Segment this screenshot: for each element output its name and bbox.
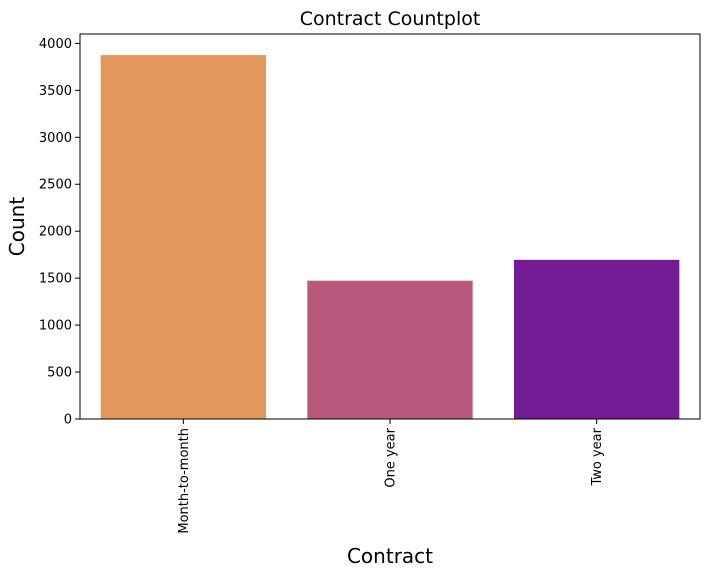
y-tick-label: 1000 [39, 319, 72, 334]
bar-two-year [514, 259, 680, 419]
y-tick-label: 3000 [39, 131, 72, 146]
bar-one-year [307, 280, 473, 419]
plot-frame [79, 33, 701, 420]
chart-title: Contract Countplot [300, 8, 481, 30]
y-tick-label: 2000 [39, 225, 72, 240]
y-tick-label: 4000 [39, 37, 72, 52]
x-axis-label: Contract [347, 544, 433, 568]
y-tick-label: 2500 [39, 178, 72, 193]
y-tick-label: 500 [47, 366, 72, 381]
x-tick-label: One year [384, 427, 399, 487]
y-axis-label: Count [5, 197, 29, 257]
x-axis-ticks: Month-to-month One year Two year [177, 419, 605, 534]
y-tick-label: 3500 [39, 84, 72, 99]
y-axis-ticks: 0 500 1000 1500 2000 2500 3000 3500 4000 [39, 37, 80, 428]
bar-month-to-month [100, 55, 267, 419]
x-tick-label: Two year [590, 427, 605, 486]
y-tick-label: 1500 [39, 272, 72, 287]
bars-group [100, 55, 680, 419]
x-tick-label: Month-to-month [177, 428, 192, 534]
y-tick-label: 0 [64, 413, 72, 428]
